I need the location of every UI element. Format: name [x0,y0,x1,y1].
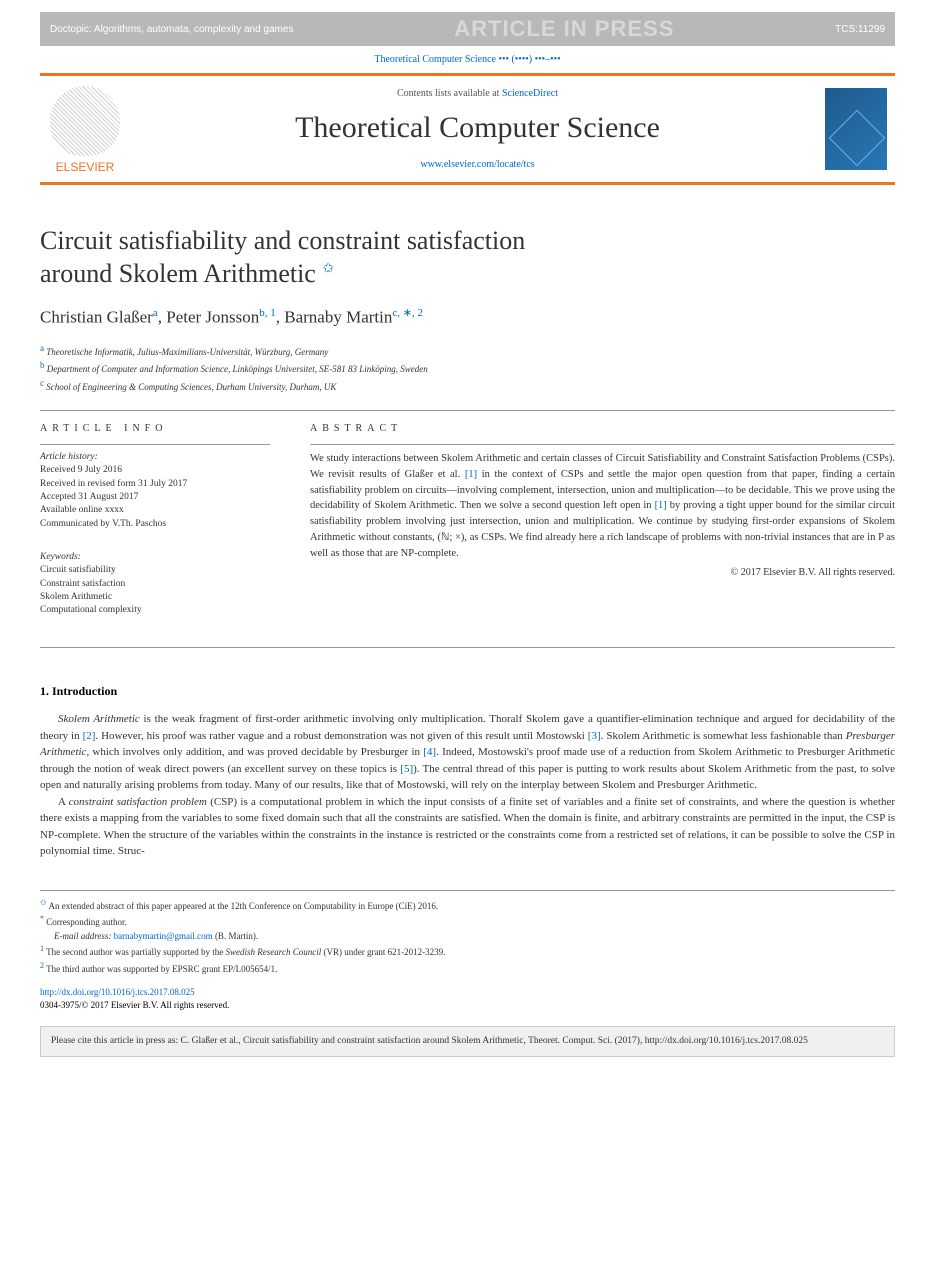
cover-thumbnail [825,76,895,182]
tcs-id: TCS:11299 [835,24,885,35]
page: Doctopic: Algorithms, automata, complexi… [0,0,935,1077]
title-line2: around Skolem Arithmetic [40,259,316,288]
keyword-4: Computational complexity [40,604,270,617]
body-section: 1. Introduction Skolem Arithmetic is the… [40,684,895,860]
email-who: (B. Martin). [215,931,258,941]
affiliation-a: a Theoretische Informatik, Julius-Maximi… [40,342,895,360]
footnote-1a: The second author was partially supporte… [46,947,225,957]
article-history: Article history: Received 9 July 2016 Re… [40,444,270,531]
affiliation-b-text: Department of Computer and Information S… [47,364,428,374]
issn-copyright: 0304-3975/© 2017 Elsevier B.V. All right… [40,1000,229,1010]
footnote-email: E-mail address: barnabymartin@gmail.com … [40,930,895,944]
affiliations: a Theoretische Informatik, Julius-Maximi… [40,342,895,395]
divider-top [40,410,895,411]
history-accepted: Accepted 31 August 2017 [40,491,270,504]
article-info-heading: ARTICLE INFO [40,423,270,434]
abstract-column: ABSTRACT We study interactions between S… [310,423,895,631]
author-3-sup: c, ∗, 2 [392,307,423,319]
title-section: Circuit satisfiability and constraint sa… [40,225,895,394]
abstract-ref-1[interactable]: [1] [465,469,477,480]
keyword-3: Skolem Arithmetic [40,591,270,604]
sciencedirect-link[interactable]: ScienceDirect [502,88,558,99]
abstract-ref-2[interactable]: [1] [655,500,667,511]
intro-ref-3[interactable]: [3] [588,730,601,742]
keywords-block: Keywords: Circuit satisfiability Constra… [40,545,270,617]
history-available: Available online xxxx [40,504,270,517]
title-star-icon: ✩ [322,261,334,276]
intro-ref-2[interactable]: [2] [83,730,96,742]
journal-url-link[interactable]: www.elsevier.com/locate/tcs [420,159,534,170]
intro-p1f: , which involves only addition, and was … [86,746,423,758]
doi-block: http://dx.doi.org/10.1016/j.tcs.2017.08.… [40,986,895,1011]
author-3: Barnaby Martin [284,308,392,327]
history-revised: Received in revised form 31 July 2017 [40,478,270,491]
paper-title: Circuit satisfiability and constraint sa… [40,225,895,290]
watermark-bar: Doctopic: Algorithms, automata, complexi… [40,12,895,46]
footnote-1b: Swedish Research Council [226,947,322,957]
history-communicated: Communicated by V.Th. Paschos [40,518,270,531]
elsevier-label: ELSEVIER [56,160,115,174]
intro-para-2: A constraint satisfaction problem (CSP) … [40,794,895,860]
footnote-2-text: The third author was supported by EPSRC … [46,964,277,974]
keywords-label: Keywords: [40,551,270,564]
abstract-text: We study interactions between Skolem Ari… [310,444,895,580]
skolem-term: Skolem Arithmetic [58,713,140,725]
doctopic-label: Doctopic: Algorithms, automata, complexi… [50,24,293,35]
affiliation-a-text: Theoretische Informatik, Julius-Maximili… [46,347,328,357]
history-received: Received 9 July 2016 [40,464,270,477]
intro-p2a: A [58,796,69,808]
abstract-heading: ABSTRACT [310,423,895,434]
affiliation-c: c School of Engineering & Computing Scie… [40,377,895,395]
affiliation-c-text: School of Engineering & Computing Scienc… [46,382,336,392]
article-info-column: ARTICLE INFO Article history: Received 9… [40,423,270,631]
affiliation-b: b Department of Computer and Information… [40,359,895,377]
authors-line: Christian Glaßera, Peter Jonssonb, 1, Ba… [40,306,895,328]
keyword-1: Circuit satisfiability [40,564,270,577]
author-2-sup: b, 1 [259,307,276,319]
intro-p1d: . Skolem Arithmetic is somewhat less fas… [601,730,846,742]
citation-box: Please cite this article in press as: C.… [40,1026,895,1057]
author-1: Christian Glaßer [40,308,153,327]
email-label: E-mail address: [54,931,111,941]
contents-prefix: Contents lists available at [397,88,502,99]
journal-reference: Theoretical Computer Science ••• (••••) … [40,54,895,65]
footnote-star: ✩ An extended abstract of this paper app… [40,897,895,914]
cover-image [825,88,887,170]
header-center: Contents lists available at ScienceDirec… [130,76,825,182]
intro-p1c: . However, his proof was rather vague an… [95,730,587,742]
footnote-star-text: An extended abstract of this paper appea… [48,901,438,911]
footnote-corr-text: Corresponding author. [46,917,127,927]
journal-name: Theoretical Computer Science [130,111,825,145]
abstract-copyright: © 2017 Elsevier B.V. All rights reserved… [310,565,895,580]
intro-para-1: Skolem Arithmetic is the weak fragment o… [40,711,895,794]
footnote-corresponding: * Corresponding author. [40,913,895,930]
email-link[interactable]: barnabymartin@gmail.com [114,931,213,941]
history-label: Article history: [40,451,270,464]
csp-term: constraint satisfaction problem [69,796,207,808]
journal-url: www.elsevier.com/locate/tcs [130,159,825,170]
author-2: Peter Jonsson [166,308,259,327]
footnote-2: 2 The third author was supported by EPSR… [40,960,895,977]
divider-bottom [40,647,895,648]
elsevier-logo: ELSEVIER [40,76,130,182]
intro-ref-5[interactable]: [5] [400,763,413,775]
article-in-press: ARTICLE IN PRESS [454,16,674,42]
title-line1: Circuit satisfiability and constraint sa… [40,226,525,255]
footnotes: ✩ An extended abstract of this paper app… [40,890,895,977]
journal-header: ELSEVIER Contents lists available at Sci… [40,76,895,185]
contents-line: Contents lists available at ScienceDirec… [130,88,825,99]
author-1-sup: a [153,307,158,319]
footnote-1: 1 The second author was partially suppor… [40,943,895,960]
footnote-1c: (VR) under grant 621-2012-3239. [321,947,445,957]
section-1-heading: 1. Introduction [40,684,895,699]
info-abstract-row: ARTICLE INFO Article history: Received 9… [40,423,895,631]
elsevier-tree-icon [50,86,120,156]
doi-link[interactable]: http://dx.doi.org/10.1016/j.tcs.2017.08.… [40,987,195,997]
intro-ref-4[interactable]: [4] [423,746,436,758]
keyword-2: Constraint satisfaction [40,578,270,591]
